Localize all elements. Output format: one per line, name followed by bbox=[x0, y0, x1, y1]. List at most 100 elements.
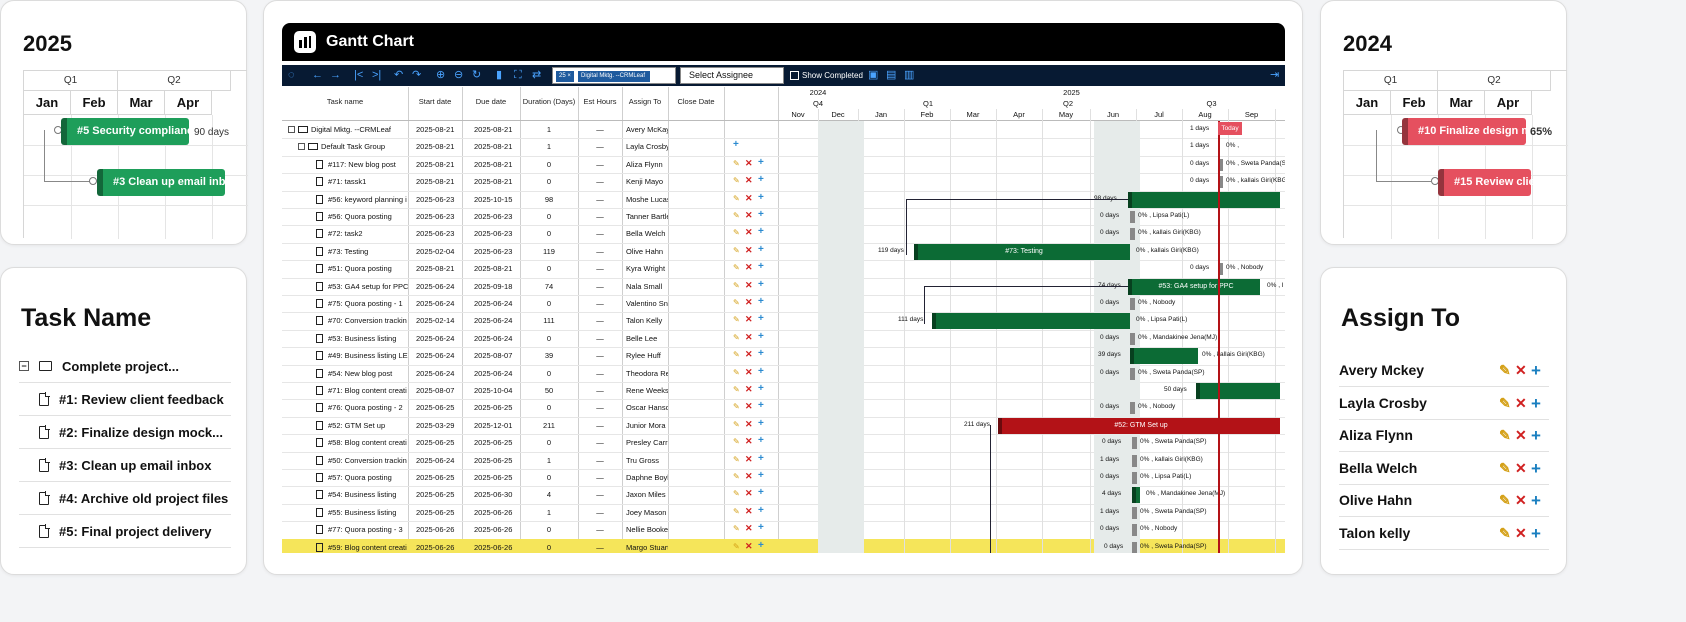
milestone-marker[interactable] bbox=[1132, 437, 1137, 450]
export-pdf-icon[interactable]: ▤ bbox=[886, 69, 897, 81]
fit-icon[interactable]: ⇄ bbox=[532, 69, 542, 81]
edit-icon[interactable]: ✎ bbox=[733, 245, 740, 255]
last-page-icon[interactable]: >| bbox=[372, 69, 382, 81]
add-icon[interactable]: + bbox=[758, 156, 764, 168]
edit-icon[interactable]: ✎ bbox=[1499, 459, 1511, 476]
delete-icon[interactable]: ✕ bbox=[745, 297, 753, 307]
assignee-row[interactable]: Bella Welch ✎ ✕ + bbox=[1339, 452, 1549, 485]
edit-icon[interactable]: ✎ bbox=[733, 437, 740, 447]
col-header-task-name[interactable]: Task name bbox=[326, 97, 364, 106]
delete-icon[interactable]: ✕ bbox=[745, 244, 753, 255]
assignee-row[interactable]: Avery Mckey ✎ ✕ + bbox=[1339, 354, 1549, 387]
delete-icon[interactable]: ✕ bbox=[1515, 427, 1527, 443]
edit-icon[interactable]: ✎ bbox=[733, 228, 740, 238]
delete-icon[interactable]: ✕ bbox=[745, 418, 753, 429]
collapse-icon[interactable] bbox=[298, 143, 305, 151]
task-list-item[interactable]: #1: Review client feedback bbox=[19, 383, 231, 416]
milestone-marker[interactable] bbox=[1130, 228, 1135, 241]
delete-icon[interactable]: ✕ bbox=[745, 384, 753, 394]
add-icon[interactable]: + bbox=[758, 330, 764, 342]
add-icon[interactable]: + bbox=[758, 365, 764, 377]
show-completed-toggle[interactable]: Show Completed bbox=[790, 68, 863, 83]
delete-icon[interactable]: ✕ bbox=[745, 227, 753, 238]
add-icon[interactable]: + bbox=[758, 278, 764, 290]
task-name-cell[interactable]: Default Task Group bbox=[321, 142, 386, 152]
task-name-cell[interactable]: #76: Quora posting - 2 bbox=[328, 403, 403, 413]
col-header-due-date[interactable]: Due date bbox=[475, 97, 507, 106]
mini-task-bar[interactable]: #3 Clean up email inbox bbox=[97, 169, 238, 196]
add-icon[interactable]: + bbox=[733, 139, 739, 151]
edit-icon[interactable]: ✎ bbox=[1499, 492, 1511, 508]
mini-task-bar[interactable]: #5 Security compliance bbox=[61, 118, 199, 145]
task-bar[interactable] bbox=[1130, 348, 1198, 365]
delete-icon[interactable]: ✕ bbox=[745, 314, 753, 325]
edit-icon[interactable]: ✎ bbox=[733, 350, 740, 360]
task-name-cell[interactable]: #50: Conversion trackin bbox=[328, 455, 407, 465]
col-header-est-hours[interactable]: Est Hours bbox=[583, 97, 617, 106]
task-name-cell[interactable]: #51: Quora posting bbox=[328, 264, 392, 274]
add-icon[interactable]: + bbox=[758, 417, 764, 429]
add-icon[interactable]: + bbox=[1531, 458, 1541, 478]
add-icon[interactable]: + bbox=[758, 296, 764, 307]
edit-icon[interactable]: ✎ bbox=[733, 385, 740, 394]
edit-icon[interactable]: ✎ bbox=[733, 298, 740, 307]
add-icon[interactable]: + bbox=[758, 226, 764, 238]
task-bar[interactable] bbox=[932, 313, 1130, 330]
task-name-cell[interactable]: #73: Testing bbox=[328, 246, 369, 256]
delete-icon[interactable]: ✕ bbox=[745, 366, 753, 377]
task-name-cell[interactable]: #53: GA4 setup for PPC bbox=[328, 281, 408, 291]
collapse-icon[interactable]: − bbox=[19, 361, 29, 371]
add-icon[interactable]: + bbox=[1531, 491, 1541, 510]
delete-icon[interactable]: ✕ bbox=[745, 210, 753, 220]
delete-icon[interactable]: ✕ bbox=[1515, 492, 1527, 508]
reload-icon[interactable]: ↻ bbox=[472, 69, 482, 81]
edit-icon[interactable]: ✎ bbox=[733, 419, 740, 429]
milestone-marker[interactable] bbox=[1132, 541, 1137, 553]
task-name-cell[interactable]: #58: Blog content creati bbox=[328, 438, 407, 448]
redo-icon[interactable]: ↷ bbox=[412, 69, 422, 81]
task-name-cell[interactable]: #57: Quora posting bbox=[328, 473, 392, 482]
edit-icon[interactable]: ✎ bbox=[733, 315, 740, 325]
milestone-marker[interactable] bbox=[1130, 332, 1135, 345]
task-bar[interactable] bbox=[1132, 487, 1140, 504]
task-name-cell[interactable]: #72: task2 bbox=[328, 229, 363, 239]
task-bar[interactable]: #73: Testing bbox=[914, 243, 1130, 260]
assignee-row[interactable]: Olive Hahn ✎ ✕ + bbox=[1339, 484, 1549, 517]
delete-icon[interactable]: ✕ bbox=[745, 453, 753, 464]
add-icon[interactable]: + bbox=[758, 522, 764, 534]
milestone-marker[interactable] bbox=[1218, 158, 1223, 171]
add-icon[interactable]: + bbox=[758, 191, 764, 203]
task-name-cell[interactable]: #71: tassk1 bbox=[328, 177, 367, 187]
add-icon[interactable]: + bbox=[758, 243, 764, 255]
delete-icon[interactable]: ✕ bbox=[745, 349, 753, 360]
edit-icon[interactable]: ✎ bbox=[733, 280, 740, 290]
delete-icon[interactable]: ▮ bbox=[496, 69, 503, 81]
chip-25[interactable]: 25 × bbox=[556, 71, 574, 82]
col-header-duration[interactable]: Duration (Days) bbox=[522, 97, 576, 106]
edit-icon[interactable]: ✎ bbox=[733, 176, 740, 186]
arrow-left-icon[interactable]: ← bbox=[312, 69, 323, 81]
task-name-cell[interactable]: #75: Quora posting - 1 bbox=[328, 299, 403, 308]
task-name-cell[interactable]: #53: Business listing bbox=[328, 333, 397, 343]
add-icon[interactable]: + bbox=[758, 452, 764, 464]
delete-icon[interactable]: ✕ bbox=[745, 192, 753, 203]
edit-icon[interactable]: ✎ bbox=[1499, 362, 1511, 378]
delete-icon[interactable]: ✕ bbox=[745, 523, 753, 534]
first-page-icon[interactable]: |< bbox=[354, 69, 364, 81]
add-icon[interactable]: + bbox=[758, 400, 764, 412]
chip-project[interactable]: Digital Mktg. --CRMLeaf bbox=[578, 71, 650, 82]
fullscreen-icon[interactable]: ⛶ bbox=[514, 69, 522, 81]
task-list-item[interactable]: #3: Clean up email inbox bbox=[19, 449, 231, 482]
add-icon[interactable]: + bbox=[1531, 426, 1541, 445]
task-list-item[interactable]: #2: Finalize design mock... bbox=[19, 416, 231, 449]
assignee-row[interactable]: Layla Crosby ✎ ✕ + bbox=[1339, 387, 1549, 420]
edit-icon[interactable]: ✎ bbox=[733, 211, 740, 220]
milestone-marker[interactable] bbox=[1218, 176, 1223, 189]
add-icon[interactable]: + bbox=[758, 209, 764, 220]
task-name-cell[interactable]: #52: GTM Set up bbox=[328, 420, 386, 430]
milestone-marker[interactable] bbox=[1130, 367, 1135, 380]
task-name-cell[interactable]: #55: Business listing bbox=[328, 507, 397, 517]
edit-icon[interactable]: ✎ bbox=[733, 402, 740, 412]
add-icon[interactable]: + bbox=[758, 313, 764, 325]
edit-icon[interactable]: ✎ bbox=[733, 454, 740, 464]
